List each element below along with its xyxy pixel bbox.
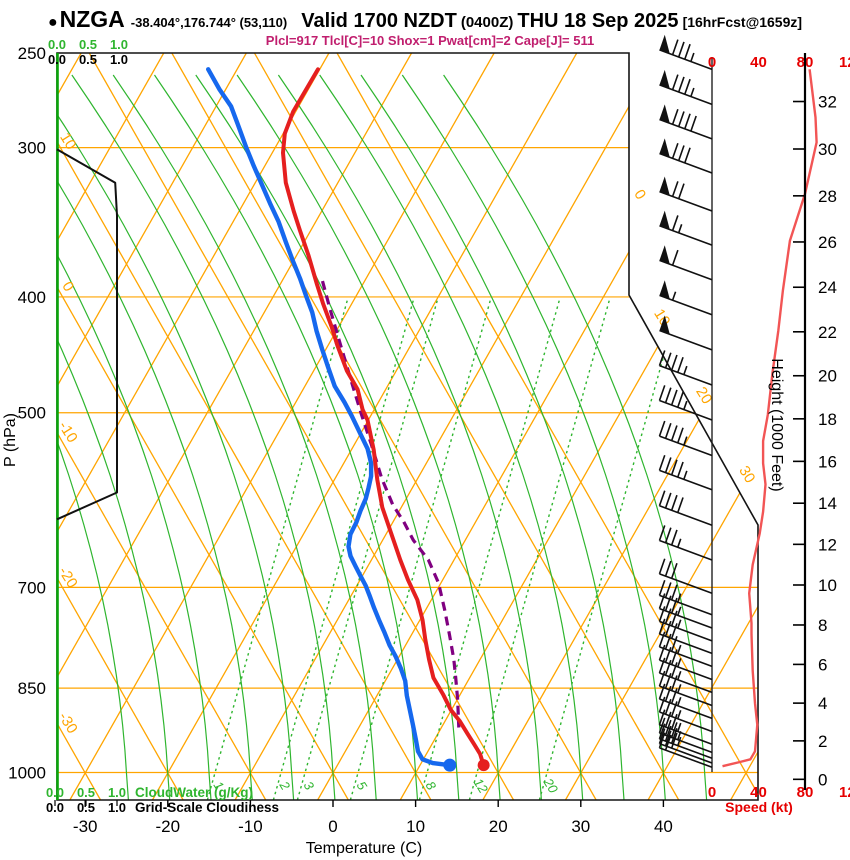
temperature-curve: [281, 67, 490, 772]
valid-time: Valid 1700 NZDT: [301, 10, 457, 32]
height-tick-label: 24: [818, 278, 837, 297]
pressure-tick-label: 700: [18, 578, 46, 597]
pressure-tick-label: 250: [18, 44, 46, 63]
station-coordinates: -38.404°,176.744° (53,110): [130, 15, 288, 30]
svg-text:0.5: 0.5: [79, 37, 97, 52]
temperature-tick-label: 30: [571, 817, 590, 836]
dry-adiabat-label: 10: [56, 130, 79, 153]
svg-text:1.0: 1.0: [108, 785, 126, 800]
height-tick-label: 4: [818, 694, 827, 713]
svg-text:0.5: 0.5: [77, 785, 95, 800]
temperature-tick-label: 20: [489, 817, 508, 836]
wind-barbs: [658, 34, 713, 772]
height-tick-label: 26: [818, 233, 837, 252]
svg-text:0.5: 0.5: [79, 52, 97, 67]
svg-text:0.5: 0.5: [77, 800, 95, 815]
station-id: NZGA: [59, 6, 125, 32]
speed-tick-label-bottom: 80: [797, 784, 814, 801]
mixing-ratio-label: 12: [471, 776, 492, 797]
height-tick-label: 18: [818, 410, 837, 429]
chart-title: ●NZGA -38.404°,176.744° (53,110) Valid 170…: [0, 6, 850, 33]
pressure-tick-label: 1000: [8, 763, 46, 782]
speed-tick-label-bottom: 40: [750, 784, 767, 801]
cloudiness-axis-title: Grid-Scale Cloudiness: [135, 800, 279, 815]
speed-axis: 0040408080120120Speed (kt): [708, 54, 850, 815]
speed-tick-label-bottom: 120: [839, 784, 850, 801]
height-tick-label: 20: [818, 367, 837, 386]
height-tick-label: 10: [818, 576, 837, 595]
forecast-tag: [16hrFcst@1659z]: [682, 14, 803, 30]
speed-axis-title: Speed (kt): [725, 799, 793, 815]
mixing-ratio-label: 20: [540, 775, 561, 797]
temperature-tick-label: -10: [238, 817, 263, 836]
cloudwater-axis-title: CloudWater (g/Kg): [135, 785, 253, 800]
pressure-tick-label: 300: [18, 139, 46, 158]
temperature-axis-title: Temperature (C): [306, 840, 422, 857]
height-tick-label: 8: [818, 616, 827, 635]
svg-text:1.0: 1.0: [110, 37, 128, 52]
valid-date: THU 18 Sep 2025: [517, 10, 679, 32]
skewt-grid: [57, 53, 758, 800]
height-tick-label: 14: [818, 494, 837, 513]
height-tick-label: 30: [818, 140, 837, 159]
speed-tick-label-top: 120: [839, 54, 850, 71]
surface-dewpoint-dot: [443, 758, 457, 772]
pressure-tick-label: 400: [18, 288, 46, 307]
temperature-tick-label: 10: [406, 817, 425, 836]
dewpoint-curve: [205, 67, 457, 772]
parameter-line: Plcl=917 Tlcl[C]=10 Shox=1 Pwat[cm]=2 Ca…: [265, 33, 595, 48]
svg-text:1.0: 1.0: [108, 800, 126, 815]
cloudiness-profile: [56, 148, 118, 521]
svg-text:0.0: 0.0: [48, 37, 66, 52]
height-tick-label: 0: [818, 770, 827, 789]
temperature-tick-label: 0: [328, 817, 337, 836]
pressure-tick-label: 500: [18, 404, 46, 423]
temperature-tick-label: 40: [654, 817, 673, 836]
pressure-tick-label: 850: [18, 679, 46, 698]
mixing-ratio-label: 2: [276, 778, 293, 794]
temperature-tick-label: -20: [156, 817, 181, 836]
svg-text:0.0: 0.0: [48, 52, 66, 67]
height-tick-label: 12: [818, 535, 837, 554]
speed-tick-label-top: 40: [750, 54, 767, 71]
parcel-curve: [320, 280, 461, 728]
svg-text:0.0: 0.0: [46, 800, 64, 815]
wind-speed-curve: [722, 69, 818, 768]
pressure-axis-title: P (hPa): [2, 413, 19, 467]
isotherm-label: 10: [650, 306, 673, 329]
isotherm-label: 0: [630, 187, 649, 203]
height-tick-label: 6: [818, 655, 827, 674]
svg-text:1.0: 1.0: [110, 52, 128, 67]
isotherm-label: 30: [735, 463, 758, 486]
speed-tick-label-bottom: 0: [708, 784, 716, 801]
dry-adiabat-label: 0: [58, 279, 77, 295]
svg-text:0.0: 0.0: [46, 785, 64, 800]
temperature-tick-label: -30: [73, 817, 98, 836]
height-tick-label: 32: [818, 93, 837, 112]
height-tick-label: 22: [818, 323, 837, 342]
speed-tick-label-top: 0: [708, 54, 716, 71]
height-tick-label: 16: [818, 452, 837, 471]
surface-temperature-dot: [477, 759, 490, 772]
height-tick-label: 2: [818, 732, 827, 751]
station-bullet-icon: ●: [47, 14, 58, 31]
height-axis-title: Height (1000 Feet): [768, 358, 785, 491]
isotherm-label: 20: [692, 384, 715, 407]
height-tick-label: 28: [818, 187, 837, 206]
valid-time-utc: (0400Z): [460, 14, 514, 31]
